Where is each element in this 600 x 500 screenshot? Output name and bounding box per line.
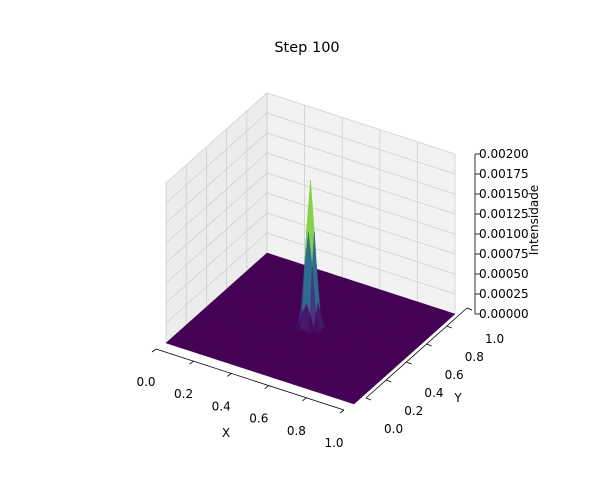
z-tick-label: 0.00100 [479, 227, 529, 241]
z-gridline [165, 132, 456, 224]
y-tick [406, 361, 412, 365]
chart-title: Step 100 [274, 40, 339, 56]
z-gridline [165, 152, 456, 244]
x-tick-label: 0.6 [249, 412, 268, 426]
z-tick-label: 0.00150 [479, 187, 529, 201]
y-axis-label: Y [453, 391, 462, 405]
z-tick-label: 0.00000 [479, 307, 529, 321]
y-tick-label: 0.0 [384, 422, 403, 436]
z-gridline [165, 192, 456, 284]
y-tick-label: 0.2 [404, 404, 423, 418]
x-tick [302, 397, 307, 402]
surface-cell [349, 400, 357, 405]
z-tick-label: 0.00075 [479, 247, 529, 261]
axis-ticks: 0.00.20.40.60.81.00.00.20.40.60.81.00.00… [136, 147, 528, 450]
x-tick-label: 1.0 [324, 436, 343, 450]
x-tick [151, 348, 157, 353]
x-axis-line [155, 348, 345, 411]
x-tick [189, 360, 194, 365]
x-tick-label: 0.8 [287, 424, 306, 438]
y-tick-label: 0.6 [445, 368, 464, 382]
z-gridline [165, 232, 456, 324]
x-tick-label: 0.2 [174, 387, 193, 401]
z-tick-label: 0.00125 [479, 207, 529, 221]
z-gridline [165, 212, 456, 304]
z-tick-label: 0.00200 [479, 147, 529, 161]
z-tick-label: 0.00175 [479, 167, 529, 181]
x-tick [264, 385, 270, 389]
y-tick [466, 307, 473, 311]
y-tick [386, 379, 392, 383]
y-tick-label: 1.0 [485, 332, 504, 346]
z-gridline [165, 92, 456, 184]
x-tick-label: 0.0 [136, 375, 155, 389]
x-tick [226, 373, 232, 377]
z-gridline [165, 112, 456, 204]
x-tick [339, 409, 345, 414]
y-axis-line [365, 307, 468, 399]
z-gridline [165, 172, 456, 264]
y-tick [426, 343, 432, 347]
z-axis-label: Intensidade [527, 185, 541, 255]
x-axis-label: X [222, 426, 230, 440]
z-tick-label: 0.00025 [479, 287, 529, 301]
y-tick [365, 397, 372, 401]
z-tick-label: 0.00050 [479, 267, 529, 281]
x-tick-label: 0.4 [212, 399, 231, 413]
y-tick-label: 0.4 [424, 386, 443, 400]
surface-mesh [165, 180, 456, 405]
y-tick-label: 0.8 [465, 350, 484, 364]
y-tick [446, 325, 452, 329]
